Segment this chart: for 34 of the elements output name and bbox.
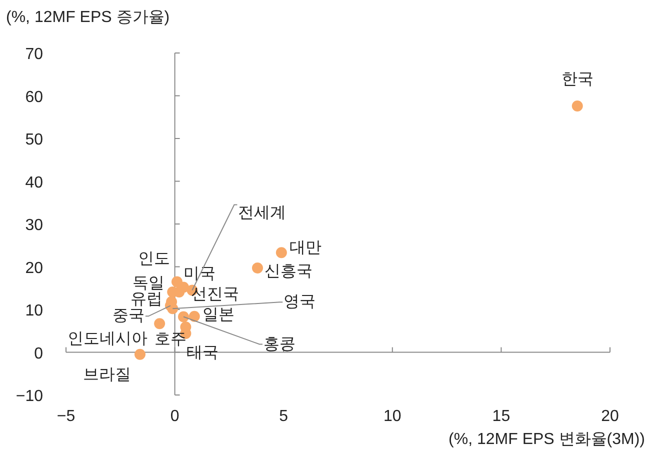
annotation: 영국	[284, 294, 316, 311]
y-tick-label: 30	[25, 217, 44, 234]
x-tick-label: 5	[279, 408, 288, 425]
annotation: 선진국	[191, 286, 240, 303]
x-tick-label: −5	[56, 408, 76, 425]
annotation: 호주	[154, 331, 187, 348]
y-tick-label: 0	[34, 345, 44, 362]
y-tick-label: 40	[25, 174, 44, 192]
annotation: 한국	[561, 71, 594, 88]
annotation: 일본	[202, 306, 234, 324]
y-tick-label: 20	[25, 260, 44, 277]
annotation: 인도	[138, 250, 170, 268]
y-tick-label: 70	[25, 46, 44, 63]
annotation: 브라질	[82, 366, 131, 384]
annotation: 홍콩	[264, 336, 296, 353]
annotation: 대만	[289, 240, 322, 257]
x-tick-label: 0	[170, 408, 180, 425]
y-axis-title: (%, 12MF EPS 증가율)	[6, 9, 170, 26]
x-tick-label: 20	[601, 408, 619, 425]
annotation: 전세계	[238, 204, 286, 222]
x-axis-title: (%, 12MF EPS 변화율(3M))	[448, 431, 645, 448]
x-tick-label: 15	[492, 408, 510, 425]
y-tick-label: 10	[25, 302, 44, 320]
annotation: 중국	[112, 308, 144, 325]
annotation: 태국	[186, 344, 219, 362]
annotation: 신흥국	[264, 263, 312, 280]
y-tick-label: 60	[25, 88, 44, 106]
y-tick-label: 50	[25, 132, 44, 148]
annotation: 독일	[132, 274, 165, 292]
annotation: 인도네시아	[68, 330, 148, 348]
annotation: 미국	[184, 265, 216, 282]
x-tick-label: 10	[384, 408, 402, 425]
annotation: 유럽	[130, 290, 163, 308]
y-tick-label: −10	[16, 388, 44, 405]
